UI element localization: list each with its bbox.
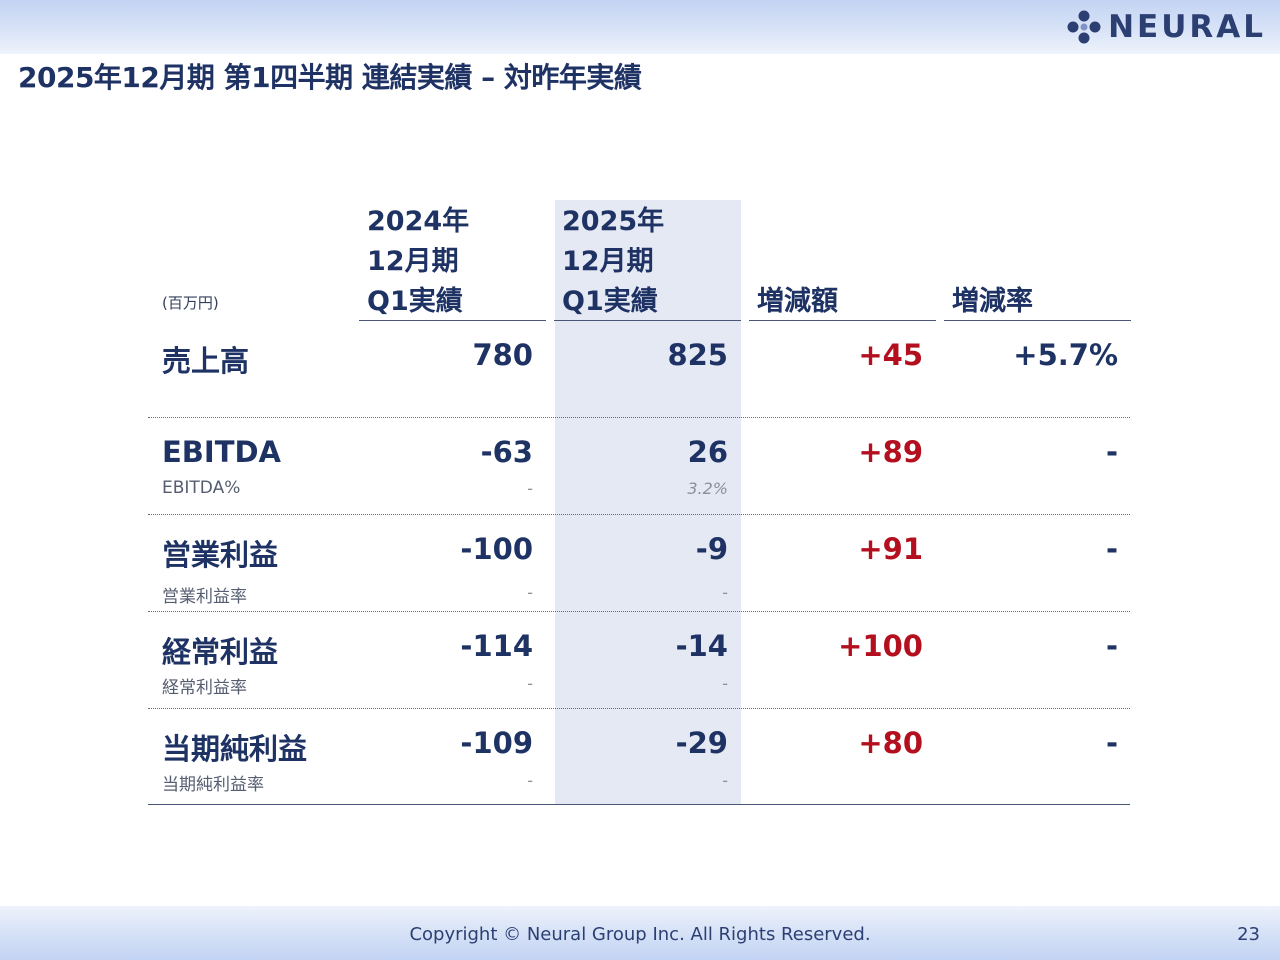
header-line: Q1実績 xyxy=(367,286,463,317)
header-line: 12月期 xyxy=(562,246,654,277)
sub-ordinary-margin-2024: - xyxy=(527,674,533,693)
column-header-2025-q1: 2025年 12月期 Q1実績 xyxy=(562,202,664,322)
row-label-operating-profit: 営業利益 xyxy=(162,538,279,572)
row-divider xyxy=(148,708,1130,709)
column-header-change-amount: 増減額 xyxy=(757,282,838,322)
header-underline xyxy=(359,320,546,321)
value-net-change: +80 xyxy=(858,726,923,760)
value-operating-rate: - xyxy=(1105,532,1118,566)
sub-net-margin-2025: - xyxy=(722,771,728,790)
value-ordinary-rate: - xyxy=(1105,629,1118,663)
footer-band xyxy=(0,906,1280,960)
value-net-2024: -109 xyxy=(460,726,533,760)
copyright-text: Copyright © Neural Group Inc. All Rights… xyxy=(409,924,871,945)
header-line: 増減額 xyxy=(757,286,838,317)
table-bottom-rule xyxy=(148,804,1130,805)
sub-ebitda-margin-2024: - xyxy=(527,479,533,498)
value-ebitda-2025: 26 xyxy=(687,435,728,469)
page-number: 23 xyxy=(1237,924,1260,945)
unit-label: (百万円) xyxy=(162,294,219,312)
column-header-change-rate: 増減率 xyxy=(952,282,1033,322)
row-label-sales: 売上高 xyxy=(162,344,250,378)
logo: NEURAL xyxy=(1066,9,1266,45)
value-operating-2025: -9 xyxy=(695,532,728,566)
row-divider xyxy=(148,417,1130,418)
header-line: 増減率 xyxy=(952,286,1033,317)
value-operating-change: +91 xyxy=(858,532,923,566)
header-band xyxy=(0,0,1280,54)
highlight-column xyxy=(555,200,741,805)
sub-net-margin-2024: - xyxy=(527,771,533,790)
row-sublabel-net-margin: 当期純利益率 xyxy=(162,775,264,795)
sub-operating-margin-2024: - xyxy=(527,583,533,602)
row-label-ordinary-profit: 経常利益 xyxy=(162,635,279,669)
page-title: 2025年12月期 第1四半期 連結実績 – 対昨年実績 xyxy=(18,61,642,94)
value-net-2025: -29 xyxy=(675,726,728,760)
logo-text: NEURAL xyxy=(1108,9,1266,45)
value-ordinary-2025: -14 xyxy=(675,629,728,663)
row-divider xyxy=(148,611,1130,612)
sub-operating-margin-2025: - xyxy=(722,583,728,602)
header-underline xyxy=(749,320,936,321)
header-underline xyxy=(554,320,741,321)
header-line: 2024年 xyxy=(367,206,470,237)
header-line: 2025年 xyxy=(562,206,665,237)
value-sales-change: +45 xyxy=(858,338,923,372)
value-ordinary-change: +100 xyxy=(838,629,923,663)
row-label-net-income: 当期純利益 xyxy=(162,732,308,766)
column-header-2024-q1: 2024年 12月期 Q1実績 xyxy=(367,202,469,322)
header-underline xyxy=(944,320,1131,321)
value-ebitda-rate: - xyxy=(1105,435,1118,469)
value-ordinary-2024: -114 xyxy=(460,629,533,663)
header-line: 12月期 xyxy=(367,246,459,277)
sub-ebitda-margin-2025: 3.2% xyxy=(687,479,728,498)
value-ebitda-2024: -63 xyxy=(480,435,533,469)
row-sublabel-ordinary-margin: 経常利益率 xyxy=(162,678,247,698)
value-ebitda-change: +89 xyxy=(858,435,923,469)
value-sales-rate: +5.7% xyxy=(1013,338,1118,372)
value-operating-2024: -100 xyxy=(460,532,533,566)
row-divider xyxy=(148,514,1130,515)
row-sublabel-operating-margin: 営業利益率 xyxy=(162,587,247,607)
value-sales-2024: 780 xyxy=(472,338,533,372)
value-sales-2025: 825 xyxy=(667,338,728,372)
value-net-rate: - xyxy=(1105,726,1118,760)
sub-ordinary-margin-2025: - xyxy=(722,674,728,693)
row-label-ebitda: EBITDA xyxy=(162,435,282,469)
molecule-icon xyxy=(1067,10,1101,44)
row-sublabel-ebitda-margin: EBITDA% xyxy=(162,478,241,498)
header-line: Q1実績 xyxy=(562,286,658,317)
